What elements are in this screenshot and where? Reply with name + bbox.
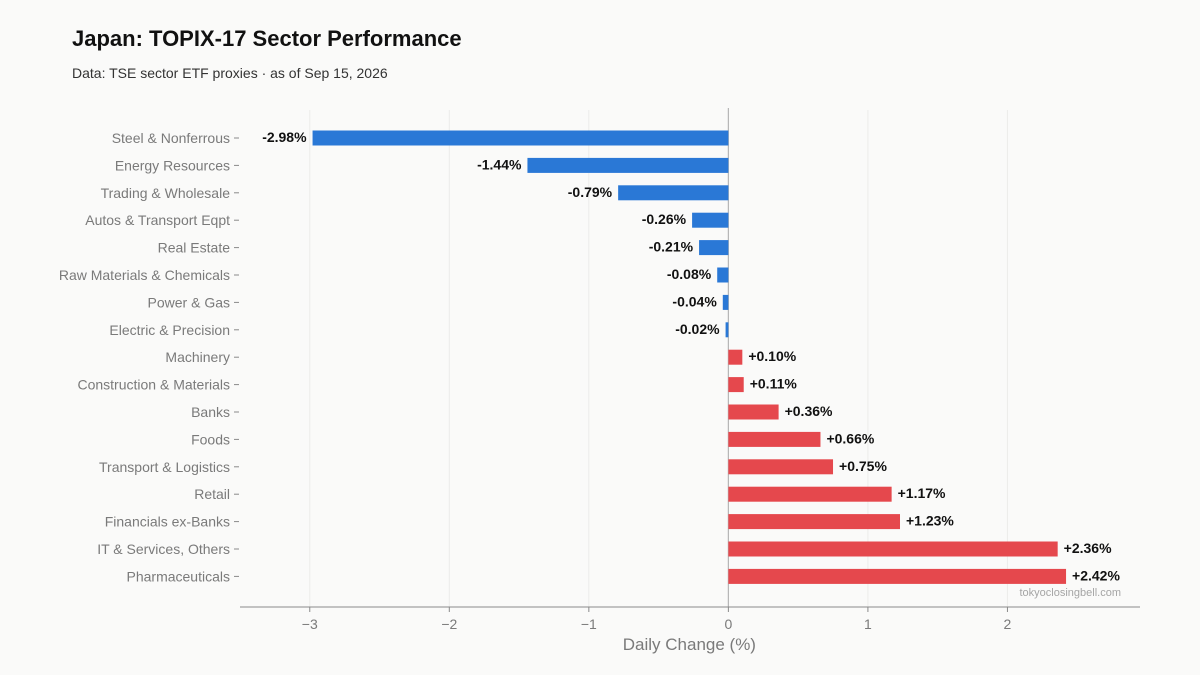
- data-label: -0.79%: [568, 184, 613, 200]
- bar: [728, 514, 900, 530]
- category-label: Autos & Transport Eqpt: [85, 212, 230, 228]
- credit-text: tokyoclosingbell.com: [1020, 587, 1122, 599]
- data-label: -0.04%: [672, 293, 717, 309]
- bar: [728, 541, 1058, 557]
- x-tick-label: −3: [302, 616, 318, 632]
- category-label: Trading & Wholesale: [101, 185, 231, 201]
- category-label: Retail: [194, 486, 230, 502]
- category-label: Machinery: [165, 349, 230, 365]
- bar: [728, 349, 743, 365]
- bar: [728, 431, 821, 447]
- category-label: Energy Resources: [115, 157, 230, 173]
- data-label: +0.11%: [750, 376, 798, 392]
- bar: [692, 212, 729, 228]
- bar: [728, 404, 779, 420]
- category-label: Construction & Materials: [77, 377, 230, 393]
- bar: [312, 130, 729, 146]
- bar: [728, 486, 892, 502]
- x-tick-label: −2: [441, 616, 457, 632]
- bar: [527, 157, 729, 173]
- data-label: +2.42%: [1072, 567, 1120, 583]
- data-label: -1.44%: [477, 156, 522, 172]
- bar: [699, 240, 729, 256]
- data-label: +1.23%: [906, 513, 954, 529]
- category-label: Raw Materials & Chemicals: [59, 267, 230, 283]
- bar: [728, 459, 834, 475]
- x-tick-label: 2: [1004, 616, 1012, 632]
- data-label: +0.75%: [839, 458, 887, 474]
- category-label: Electric & Precision: [109, 322, 230, 338]
- category-label: Financials ex-Banks: [105, 514, 230, 530]
- data-label: +0.10%: [748, 348, 796, 364]
- data-label: -0.02%: [675, 321, 720, 337]
- bar: [717, 267, 729, 283]
- bar: [722, 294, 729, 310]
- data-label: +2.36%: [1064, 540, 1112, 556]
- data-label: -0.26%: [642, 211, 687, 227]
- category-label: Steel & Nonferrous: [112, 130, 230, 146]
- category-label: Transport & Logistics: [99, 459, 230, 475]
- category-label: Foods: [191, 431, 230, 447]
- category-label: Power & Gas: [148, 294, 230, 310]
- x-axis-title: Daily Change (%): [623, 635, 756, 654]
- data-label: +1.17%: [898, 485, 946, 501]
- x-tick-label: −1: [581, 616, 597, 632]
- data-label: -2.98%: [262, 129, 307, 145]
- bar: [728, 568, 1067, 584]
- data-label: -0.21%: [649, 239, 694, 255]
- data-label: +0.36%: [785, 403, 833, 419]
- x-tick-label: 1: [864, 616, 872, 632]
- category-label: Real Estate: [158, 240, 231, 256]
- category-label: IT & Services, Others: [97, 541, 230, 557]
- category-label: Banks: [191, 404, 230, 420]
- x-tick-label: 0: [724, 616, 732, 632]
- bar: [618, 185, 729, 201]
- chart-title: Japan: TOPIX-17 Sector Performance: [72, 26, 462, 51]
- data-label: +0.66%: [826, 430, 874, 446]
- category-label: Pharmaceuticals: [127, 568, 231, 584]
- bar: [725, 322, 729, 338]
- data-label: -0.08%: [667, 266, 712, 282]
- chart-subtitle: Data: TSE sector ETF proxies · as of Sep…: [72, 65, 388, 81]
- bar: [728, 377, 744, 393]
